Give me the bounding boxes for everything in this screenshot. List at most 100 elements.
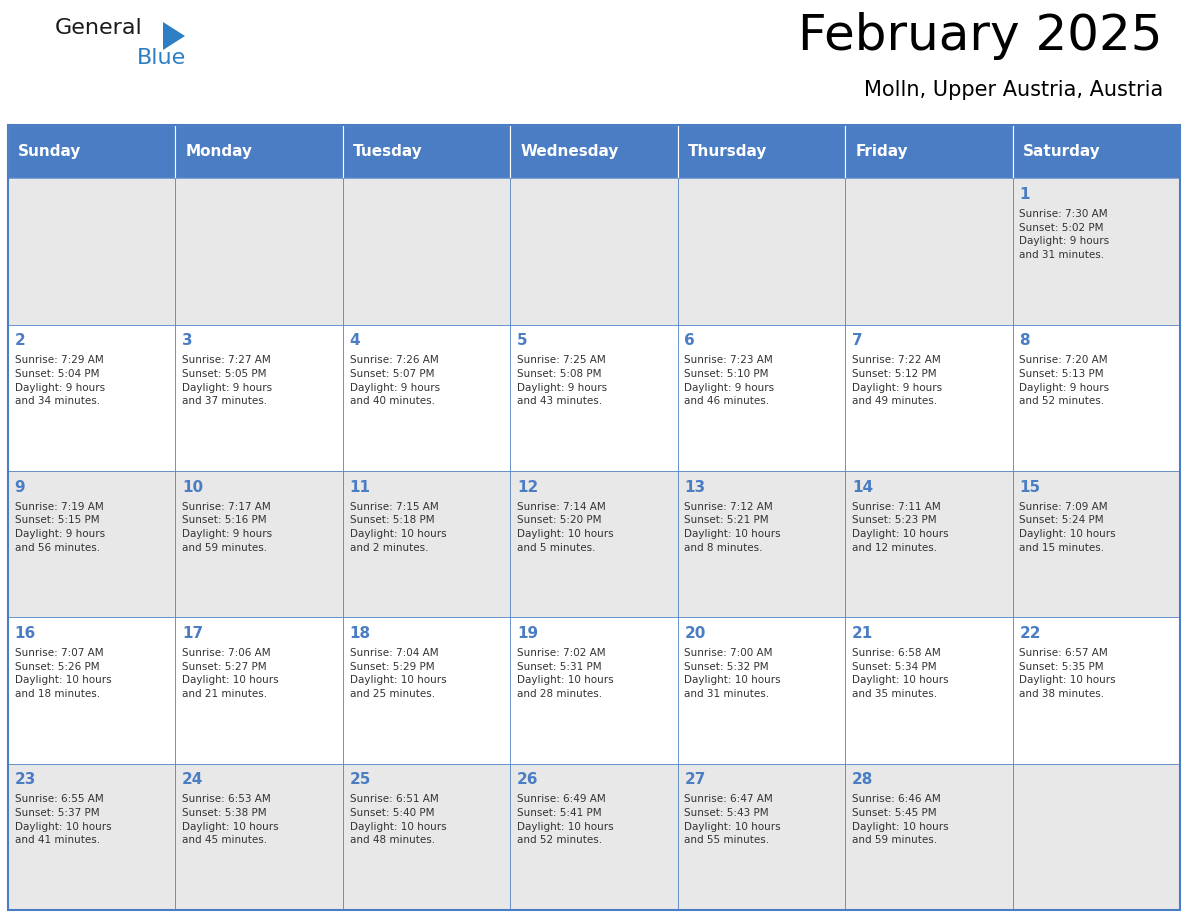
Text: 11: 11 <box>349 480 371 495</box>
Text: Sunrise: 7:15 AM
Sunset: 5:18 PM
Daylight: 10 hours
and 2 minutes.: Sunrise: 7:15 AM Sunset: 5:18 PM Dayligh… <box>349 502 447 553</box>
Text: 23: 23 <box>14 772 36 788</box>
Bar <box>8 125 1180 910</box>
Text: 7: 7 <box>852 333 862 349</box>
Text: 24: 24 <box>182 772 203 788</box>
Text: Tuesday: Tuesday <box>353 144 423 159</box>
Text: 10: 10 <box>182 480 203 495</box>
Bar <box>343 617 511 764</box>
Text: Wednesday: Wednesday <box>520 144 619 159</box>
Text: 1: 1 <box>1019 187 1030 202</box>
Text: Sunrise: 7:17 AM
Sunset: 5:16 PM
Daylight: 9 hours
and 59 minutes.: Sunrise: 7:17 AM Sunset: 5:16 PM Dayligh… <box>182 502 272 553</box>
Text: Sunrise: 6:55 AM
Sunset: 5:37 PM
Daylight: 10 hours
and 41 minutes.: Sunrise: 6:55 AM Sunset: 5:37 PM Dayligh… <box>14 794 112 845</box>
Text: General: General <box>55 18 143 38</box>
Text: Sunrise: 7:19 AM
Sunset: 5:15 PM
Daylight: 9 hours
and 56 minutes.: Sunrise: 7:19 AM Sunset: 5:15 PM Dayligh… <box>14 502 105 553</box>
Bar <box>1012 125 1180 178</box>
Text: Sunrise: 7:22 AM
Sunset: 5:12 PM
Daylight: 9 hours
and 49 minutes.: Sunrise: 7:22 AM Sunset: 5:12 PM Dayligh… <box>852 355 942 407</box>
Text: Sunrise: 6:58 AM
Sunset: 5:34 PM
Daylight: 10 hours
and 35 minutes.: Sunrise: 6:58 AM Sunset: 5:34 PM Dayligh… <box>852 648 948 699</box>
Text: 9: 9 <box>14 480 25 495</box>
Bar <box>8 178 176 325</box>
Text: Sunrise: 6:57 AM
Sunset: 5:35 PM
Daylight: 10 hours
and 38 minutes.: Sunrise: 6:57 AM Sunset: 5:35 PM Dayligh… <box>1019 648 1116 699</box>
Bar <box>511 471 677 617</box>
Bar <box>343 178 511 325</box>
Text: Sunrise: 6:46 AM
Sunset: 5:45 PM
Daylight: 10 hours
and 59 minutes.: Sunrise: 6:46 AM Sunset: 5:45 PM Dayligh… <box>852 794 948 845</box>
Text: 22: 22 <box>1019 626 1041 641</box>
Bar <box>1012 471 1180 617</box>
Bar <box>1012 617 1180 764</box>
Bar <box>511 125 677 178</box>
Bar <box>845 471 1012 617</box>
Text: Sunrise: 6:49 AM
Sunset: 5:41 PM
Daylight: 10 hours
and 52 minutes.: Sunrise: 6:49 AM Sunset: 5:41 PM Dayligh… <box>517 794 614 845</box>
Text: 20: 20 <box>684 626 706 641</box>
Text: Sunrise: 7:23 AM
Sunset: 5:10 PM
Daylight: 9 hours
and 46 minutes.: Sunrise: 7:23 AM Sunset: 5:10 PM Dayligh… <box>684 355 775 407</box>
Bar <box>845 178 1012 325</box>
Bar <box>1012 178 1180 325</box>
Bar <box>845 325 1012 471</box>
Bar <box>176 471 343 617</box>
Text: Sunrise: 7:09 AM
Sunset: 5:24 PM
Daylight: 10 hours
and 15 minutes.: Sunrise: 7:09 AM Sunset: 5:24 PM Dayligh… <box>1019 502 1116 553</box>
Text: Sunrise: 6:53 AM
Sunset: 5:38 PM
Daylight: 10 hours
and 45 minutes.: Sunrise: 6:53 AM Sunset: 5:38 PM Dayligh… <box>182 794 279 845</box>
Text: Friday: Friday <box>855 144 908 159</box>
Text: 2: 2 <box>14 333 25 349</box>
Text: Sunrise: 7:11 AM
Sunset: 5:23 PM
Daylight: 10 hours
and 12 minutes.: Sunrise: 7:11 AM Sunset: 5:23 PM Dayligh… <box>852 502 948 553</box>
Bar <box>677 325 845 471</box>
Bar <box>845 617 1012 764</box>
Text: 17: 17 <box>182 626 203 641</box>
Text: Sunrise: 7:29 AM
Sunset: 5:04 PM
Daylight: 9 hours
and 34 minutes.: Sunrise: 7:29 AM Sunset: 5:04 PM Dayligh… <box>14 355 105 407</box>
Bar <box>1012 325 1180 471</box>
Text: Monday: Monday <box>185 144 253 159</box>
Bar <box>511 764 677 910</box>
Text: Saturday: Saturday <box>1023 144 1100 159</box>
Text: 21: 21 <box>852 626 873 641</box>
Text: 26: 26 <box>517 772 538 788</box>
Text: 28: 28 <box>852 772 873 788</box>
Bar <box>176 764 343 910</box>
Text: Sunrise: 6:47 AM
Sunset: 5:43 PM
Daylight: 10 hours
and 55 minutes.: Sunrise: 6:47 AM Sunset: 5:43 PM Dayligh… <box>684 794 781 845</box>
Text: 6: 6 <box>684 333 695 349</box>
Bar <box>8 764 176 910</box>
Text: 13: 13 <box>684 480 706 495</box>
Text: Sunrise: 6:51 AM
Sunset: 5:40 PM
Daylight: 10 hours
and 48 minutes.: Sunrise: 6:51 AM Sunset: 5:40 PM Dayligh… <box>349 794 447 845</box>
Bar <box>8 325 176 471</box>
Bar <box>343 471 511 617</box>
Text: February 2025: February 2025 <box>798 12 1163 60</box>
Bar <box>1012 764 1180 910</box>
Bar <box>8 617 176 764</box>
Bar <box>176 325 343 471</box>
Text: Sunday: Sunday <box>18 144 82 159</box>
Text: 8: 8 <box>1019 333 1030 349</box>
Text: Sunrise: 7:02 AM
Sunset: 5:31 PM
Daylight: 10 hours
and 28 minutes.: Sunrise: 7:02 AM Sunset: 5:31 PM Dayligh… <box>517 648 614 699</box>
Text: Sunrise: 7:06 AM
Sunset: 5:27 PM
Daylight: 10 hours
and 21 minutes.: Sunrise: 7:06 AM Sunset: 5:27 PM Dayligh… <box>182 648 279 699</box>
Bar <box>511 178 677 325</box>
Bar <box>845 125 1012 178</box>
Bar <box>677 471 845 617</box>
Text: Sunrise: 7:27 AM
Sunset: 5:05 PM
Daylight: 9 hours
and 37 minutes.: Sunrise: 7:27 AM Sunset: 5:05 PM Dayligh… <box>182 355 272 407</box>
Text: Sunrise: 7:04 AM
Sunset: 5:29 PM
Daylight: 10 hours
and 25 minutes.: Sunrise: 7:04 AM Sunset: 5:29 PM Dayligh… <box>349 648 447 699</box>
Bar <box>677 764 845 910</box>
Bar <box>511 617 677 764</box>
Bar <box>8 471 176 617</box>
Text: 5: 5 <box>517 333 527 349</box>
Text: Thursday: Thursday <box>688 144 767 159</box>
Text: Sunrise: 7:14 AM
Sunset: 5:20 PM
Daylight: 10 hours
and 5 minutes.: Sunrise: 7:14 AM Sunset: 5:20 PM Dayligh… <box>517 502 614 553</box>
Polygon shape <box>163 22 185 50</box>
Bar <box>511 325 677 471</box>
Text: Blue: Blue <box>137 48 187 68</box>
Bar <box>8 125 176 178</box>
Text: 12: 12 <box>517 480 538 495</box>
Text: 25: 25 <box>349 772 371 788</box>
Text: 4: 4 <box>349 333 360 349</box>
Text: 27: 27 <box>684 772 706 788</box>
Text: Sunrise: 7:20 AM
Sunset: 5:13 PM
Daylight: 9 hours
and 52 minutes.: Sunrise: 7:20 AM Sunset: 5:13 PM Dayligh… <box>1019 355 1110 407</box>
Text: 3: 3 <box>182 333 192 349</box>
Bar <box>677 125 845 178</box>
Bar <box>845 764 1012 910</box>
Text: 14: 14 <box>852 480 873 495</box>
Text: Sunrise: 7:26 AM
Sunset: 5:07 PM
Daylight: 9 hours
and 40 minutes.: Sunrise: 7:26 AM Sunset: 5:07 PM Dayligh… <box>349 355 440 407</box>
Bar <box>176 617 343 764</box>
Bar <box>677 617 845 764</box>
Text: Sunrise: 7:25 AM
Sunset: 5:08 PM
Daylight: 9 hours
and 43 minutes.: Sunrise: 7:25 AM Sunset: 5:08 PM Dayligh… <box>517 355 607 407</box>
Bar <box>343 325 511 471</box>
Text: Sunrise: 7:00 AM
Sunset: 5:32 PM
Daylight: 10 hours
and 31 minutes.: Sunrise: 7:00 AM Sunset: 5:32 PM Dayligh… <box>684 648 781 699</box>
Bar <box>176 125 343 178</box>
Text: 19: 19 <box>517 626 538 641</box>
